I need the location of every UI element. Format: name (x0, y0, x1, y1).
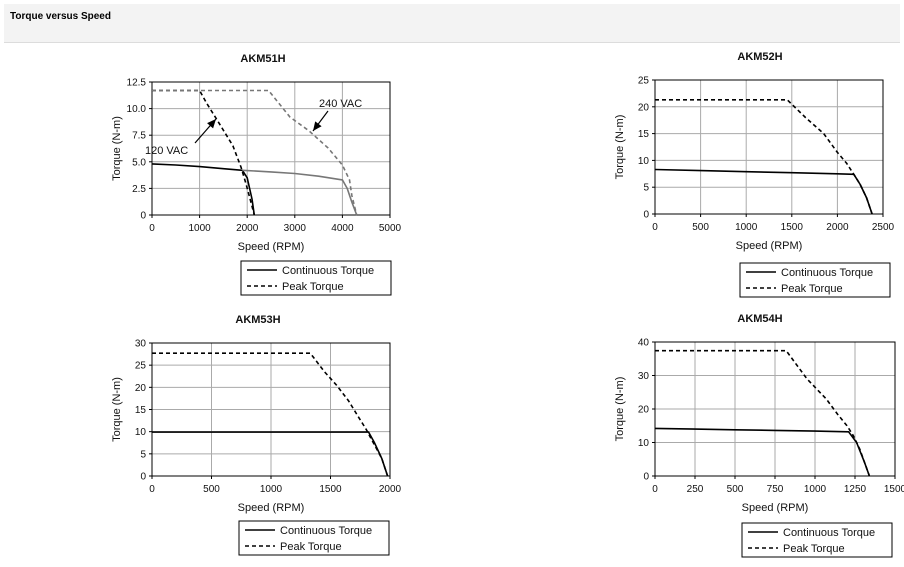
legend-label: Continuous Torque (280, 525, 372, 537)
y-tick-label: 20 (638, 405, 650, 416)
y-tick-label: 5 (643, 183, 649, 194)
legend-box (240, 260, 392, 296)
y-tick-label: 15 (638, 129, 650, 140)
chart-title: AKM54H (737, 313, 782, 325)
y-tick-label: 10.0 (127, 104, 147, 115)
chart-title: AKM53H (235, 314, 280, 326)
x-tick-label: 3000 (284, 223, 307, 234)
x-axis-label: Speed (RPM) (238, 502, 305, 514)
x-tick-label: 1250 (844, 484, 867, 495)
y-tick-label: 30 (135, 339, 147, 350)
legend-label: Peak Torque (282, 281, 344, 293)
x-tick-label: 0 (652, 222, 658, 233)
plot-area (655, 80, 883, 214)
x-tick-label: 0 (149, 223, 155, 234)
series-line-2 (242, 169, 358, 216)
x-tick-label: 2000 (379, 484, 402, 495)
x-axis-label: Speed (RPM) (742, 502, 809, 514)
page-title: Torque versus Speed (10, 11, 111, 22)
legend-label: Peak Torque (280, 541, 342, 553)
legend-label: Peak Torque (783, 543, 845, 555)
y-tick-label: 30 (638, 371, 650, 382)
y-tick-label: 10 (135, 427, 147, 438)
plot-area (152, 82, 390, 215)
series-line-3 (152, 89, 358, 216)
annotation-label: 240 VAC (319, 98, 362, 110)
x-axis-label: Speed (RPM) (238, 241, 305, 253)
plot-frame (654, 79, 884, 215)
annotation-arrowhead (207, 119, 216, 129)
y-tick-label: 0 (140, 472, 146, 483)
series-line-0 (151, 163, 256, 216)
y-tick-label: 25 (135, 361, 147, 372)
y-tick-label: 40 (638, 338, 650, 349)
series-line-1 (655, 349, 871, 477)
legend-label: Continuous Torque (282, 265, 374, 277)
series-line-1 (655, 99, 873, 215)
x-tick-label: 2000 (236, 223, 259, 234)
x-tick-label: 750 (767, 484, 784, 495)
legend-label: Peak Torque (781, 283, 843, 295)
y-tick-label: 5 (140, 449, 146, 460)
y-tick-label: 2.5 (132, 184, 146, 195)
y-axis-label: Torque (N-m) (111, 116, 123, 181)
x-axis-label: Speed (RPM) (736, 240, 803, 252)
x-tick-label: 2500 (872, 222, 895, 233)
y-tick-label: 0 (643, 472, 649, 483)
x-tick-label: 1000 (260, 484, 283, 495)
legend-label: Continuous Torque (783, 527, 875, 539)
y-tick-label: 20 (135, 383, 147, 394)
y-tick-label: 20 (638, 102, 650, 113)
x-tick-label: 1000 (804, 484, 827, 495)
y-tick-label: 10 (638, 156, 650, 167)
x-tick-label: 1500 (319, 484, 342, 495)
legend-box (741, 522, 893, 558)
annotation-label: 120 VAC (145, 145, 188, 157)
y-tick-label: 0 (643, 210, 649, 221)
x-tick-label: 5000 (379, 223, 402, 234)
y-axis-label: Torque (N-m) (614, 115, 626, 180)
y-tick-label: 12.5 (127, 78, 147, 89)
series-line-1 (152, 89, 256, 216)
chart-title: AKM51H (240, 53, 285, 65)
legend-box (238, 520, 390, 556)
plot-frame (654, 341, 896, 477)
x-tick-label: 250 (687, 484, 704, 495)
x-tick-label: 0 (652, 484, 658, 495)
y-axis-label: Torque (N-m) (614, 377, 626, 442)
y-tick-label: 25 (638, 76, 650, 87)
plot-frame (151, 81, 391, 216)
x-tick-label: 1500 (884, 484, 904, 495)
legend-box (739, 262, 891, 298)
annotation-arrowhead (313, 121, 322, 131)
plot-frame (151, 342, 391, 477)
chart-title: AKM52H (737, 51, 782, 63)
series-line-1 (152, 352, 389, 477)
x-tick-label: 1000 (188, 223, 211, 234)
y-tick-label: 0 (140, 211, 146, 222)
x-tick-label: 1000 (735, 222, 758, 233)
y-tick-label: 10 (638, 438, 650, 449)
x-tick-label: 1500 (781, 222, 804, 233)
y-axis-label: Torque (N-m) (111, 377, 123, 442)
x-tick-label: 500 (692, 222, 709, 233)
header-bar: Torque versus Speed (4, 4, 900, 43)
x-tick-label: 500 (203, 484, 220, 495)
y-tick-label: 5.0 (132, 157, 146, 168)
x-tick-label: 4000 (331, 223, 354, 234)
y-tick-label: 15 (135, 405, 147, 416)
legend-label: Continuous Torque (781, 267, 873, 279)
x-tick-label: 2000 (826, 222, 849, 233)
x-tick-label: 0 (149, 484, 155, 495)
y-tick-label: 7.5 (132, 131, 146, 142)
x-tick-label: 500 (727, 484, 744, 495)
